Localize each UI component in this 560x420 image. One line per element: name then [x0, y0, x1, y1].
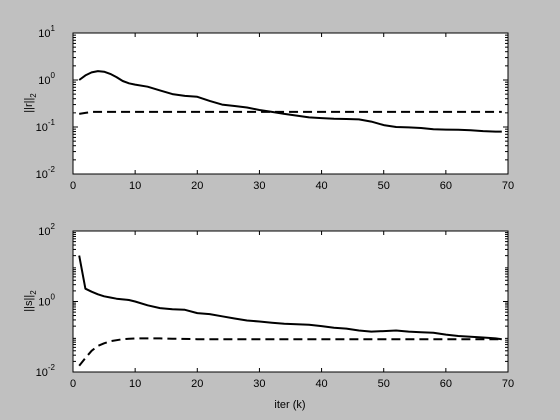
subplot-1-y-label: ||r||2: [23, 93, 38, 113]
subplot-1-y-label-main: ||r||: [23, 98, 35, 113]
subplot-2-y-ticks: 10-2 100 102: [36, 222, 508, 379]
x-tick-label: 40: [315, 180, 327, 192]
series-line-2-dashed: [79, 110, 502, 115]
y-tick-label: 10-2: [36, 165, 56, 181]
subplot-2-y-label: ||s||2: [23, 290, 38, 312]
x-tick-label: 60: [440, 378, 452, 390]
y-tick-label: 10-2: [36, 363, 56, 379]
subplot-2-x-ticks: 0 10 20 30 40 50 60 70: [70, 231, 514, 390]
subplot-1-y-label-sub: 2: [29, 93, 38, 98]
y-tick-label: 101: [38, 24, 55, 40]
subplot-1-series: [78, 70, 502, 133]
subplot-2-y-label-main: ||s||: [23, 295, 35, 312]
x-tick-label: 30: [253, 378, 265, 390]
x-tick-label: 20: [191, 378, 203, 390]
x-tick-label: 70: [502, 378, 514, 390]
x-tick-label: 20: [191, 180, 203, 192]
y-tick-label: 10-1: [36, 118, 56, 134]
subplot-2: 10-2 100 102 0 10 20 30 40 50 60 70 ||s||2 iter (…: [23, 222, 514, 411]
y-tick-label: 102: [38, 222, 55, 238]
subplot-1-y-ticks: 10-2 10-1 100 101: [36, 24, 508, 181]
subplot-1: 10-2 10-1 100 101 0 10 20 30 40 50 60 70 ||r||2: [23, 24, 514, 192]
subplot-1-x-ticks: 0 10 20 30 40 50 60 70: [70, 33, 514, 192]
subplot-1-axes-background: [72, 32, 509, 175]
x-tick-label: 70: [502, 180, 514, 192]
y-tick-label: 100: [38, 293, 55, 309]
series-line-2-dashed: [78, 337, 502, 367]
series-line-1-solid: [78, 255, 502, 341]
x-tick-label: 50: [378, 378, 390, 390]
x-tick-label: 10: [129, 180, 141, 192]
x-tick-label: 40: [315, 378, 327, 390]
subplot-2-series: [78, 255, 502, 367]
x-tick-label: 0: [70, 180, 76, 192]
subplot-2-axes-background: [72, 230, 509, 373]
x-tick-label: 30: [253, 180, 265, 192]
x-tick-label: 60: [440, 180, 452, 192]
y-tick-label: 100: [38, 71, 55, 87]
subplot-2-x-label: iter (k): [274, 399, 305, 411]
x-tick-label: 0: [70, 378, 76, 390]
subplot-2-y-label-sub: 2: [29, 290, 38, 295]
x-tick-label: 50: [378, 180, 390, 192]
x-tick-label: 10: [129, 378, 141, 390]
